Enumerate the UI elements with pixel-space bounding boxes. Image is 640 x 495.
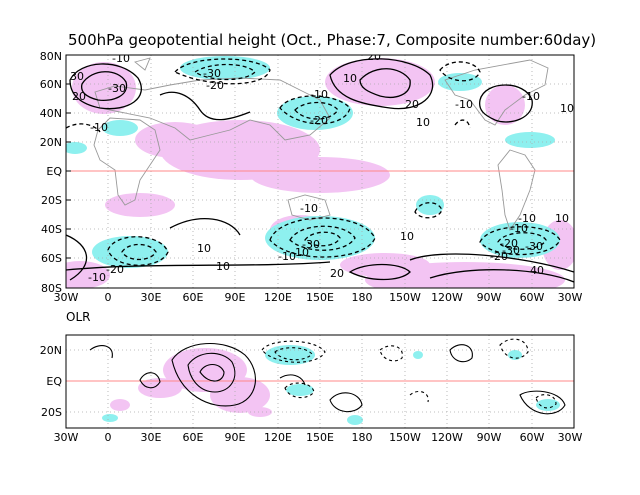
solid-contours [66, 58, 574, 283]
bottom-lat-axis: 20N EQ 20S [40, 344, 63, 419]
contour-label: 10 [560, 102, 574, 115]
dashed-contours [66, 58, 561, 266]
lon-tick: 30W [54, 291, 79, 304]
contour-label: 10 [416, 116, 430, 129]
contour-label: -20 [206, 79, 224, 92]
lon-tick: 90W [477, 291, 502, 304]
lon-tick: 60E [183, 291, 204, 304]
lon-tick: 30W [54, 431, 79, 444]
lon-tick: 60E [183, 431, 204, 444]
chart-title: 500hPa geopotential height (Oct., Phase:… [68, 31, 597, 49]
contour-label: -10 [510, 222, 528, 235]
lat-tick: 20N [40, 344, 62, 357]
contour-label: -30 [502, 244, 520, 257]
olr-dashed-contours [261, 338, 557, 409]
contour-label: -20 [500, 237, 518, 250]
contour-label: 20 [367, 50, 381, 63]
top-tick-marks [66, 83, 71, 259]
lon-tick: 30E [141, 291, 162, 304]
contour-label: 30 [70, 70, 84, 83]
contour-label: -30 [108, 82, 126, 95]
bottom-gridlines [66, 335, 574, 428]
contour-label: 20 [405, 98, 419, 111]
lon-tick: 120W [431, 291, 463, 304]
lon-tick: 90E [225, 291, 246, 304]
lat-tick: 80S [41, 282, 62, 295]
contour-label: 20 [330, 267, 344, 280]
contour-label: -20 [310, 114, 328, 127]
contour-label: 10 [216, 260, 230, 273]
contour-label: -10 [88, 271, 106, 284]
negative-anomaly-shading [66, 56, 560, 268]
lon-tick: 120W [431, 431, 463, 444]
contour-label: 40 [530, 264, 544, 277]
lon-tick: 150W [389, 431, 421, 444]
lat-tick: 20S [41, 194, 62, 207]
contour-label: -10 [112, 52, 130, 65]
contour-label: -10 [310, 88, 328, 101]
lon-tick: 90E [225, 431, 246, 444]
contour-label: 10 [343, 72, 357, 85]
top-lon-axis: 30W 0 30E 60E 90E 120E 150E 180 150W 120… [54, 291, 583, 304]
contour-labels: -10 20 -30 30 -10 -30 -20 20 10 -20 -10 … [70, 50, 574, 284]
contour-label: -10 [518, 212, 536, 225]
olr-panel-label: OLR [66, 310, 91, 324]
contour-label: 10 [555, 212, 569, 225]
top-lat-axis: 80N 60N 40N 20N EQ 20S 40S 60S 80S [40, 50, 63, 295]
lon-tick: 150E [306, 291, 334, 304]
contour-label: -10 [291, 246, 309, 259]
lon-tick: 150W [389, 291, 421, 304]
lon-tick: 180 [352, 431, 373, 444]
contour-label: -10 [455, 98, 473, 111]
lon-tick: 30W [558, 291, 583, 304]
lon-tick: 150E [306, 431, 334, 444]
lat-tick: 60S [41, 252, 62, 265]
contour-label: -10 [278, 250, 296, 263]
contour-label: -10 [90, 121, 108, 134]
contour-label: 10 [400, 230, 414, 243]
lat-tick: 40S [41, 223, 62, 236]
lon-tick: 120E [264, 291, 292, 304]
contour-label: -30 [302, 238, 320, 251]
contour-label: 10 [197, 242, 211, 255]
contour-label: -30 [203, 67, 221, 80]
lon-tick: 120E [264, 431, 292, 444]
lat-tick: EQ [46, 375, 62, 388]
contour-label: -10 [300, 202, 318, 215]
lat-tick: 20S [41, 406, 62, 419]
lon-tick: 30W [558, 431, 583, 444]
lat-tick: 40N [40, 107, 62, 120]
contour-label: -30 [525, 240, 543, 253]
contour-label: -20 [490, 250, 508, 263]
lon-tick: 60W [520, 431, 545, 444]
lon-tick: 0 [105, 291, 112, 304]
lon-tick: 60W [520, 291, 545, 304]
contour-label: -10 [522, 90, 540, 103]
lon-tick: 90W [477, 431, 502, 444]
bottom-lon-axis: 30W 0 30E 60E 90E 120E 150E 180 150W 120… [54, 431, 583, 444]
lat-tick: EQ [46, 165, 62, 178]
lat-tick: 80N [40, 50, 62, 63]
lat-tick: 20N [40, 136, 62, 149]
contour-label: 20 [72, 90, 86, 103]
lon-tick: 180 [352, 291, 373, 304]
bottom-panel-frame [65, 334, 575, 429]
contour-label: -20 [106, 263, 124, 276]
lat-tick: 60N [40, 78, 62, 91]
lon-tick: 30E [141, 431, 162, 444]
olr-solid-contours [89, 343, 566, 415]
lon-tick: 0 [105, 431, 112, 444]
